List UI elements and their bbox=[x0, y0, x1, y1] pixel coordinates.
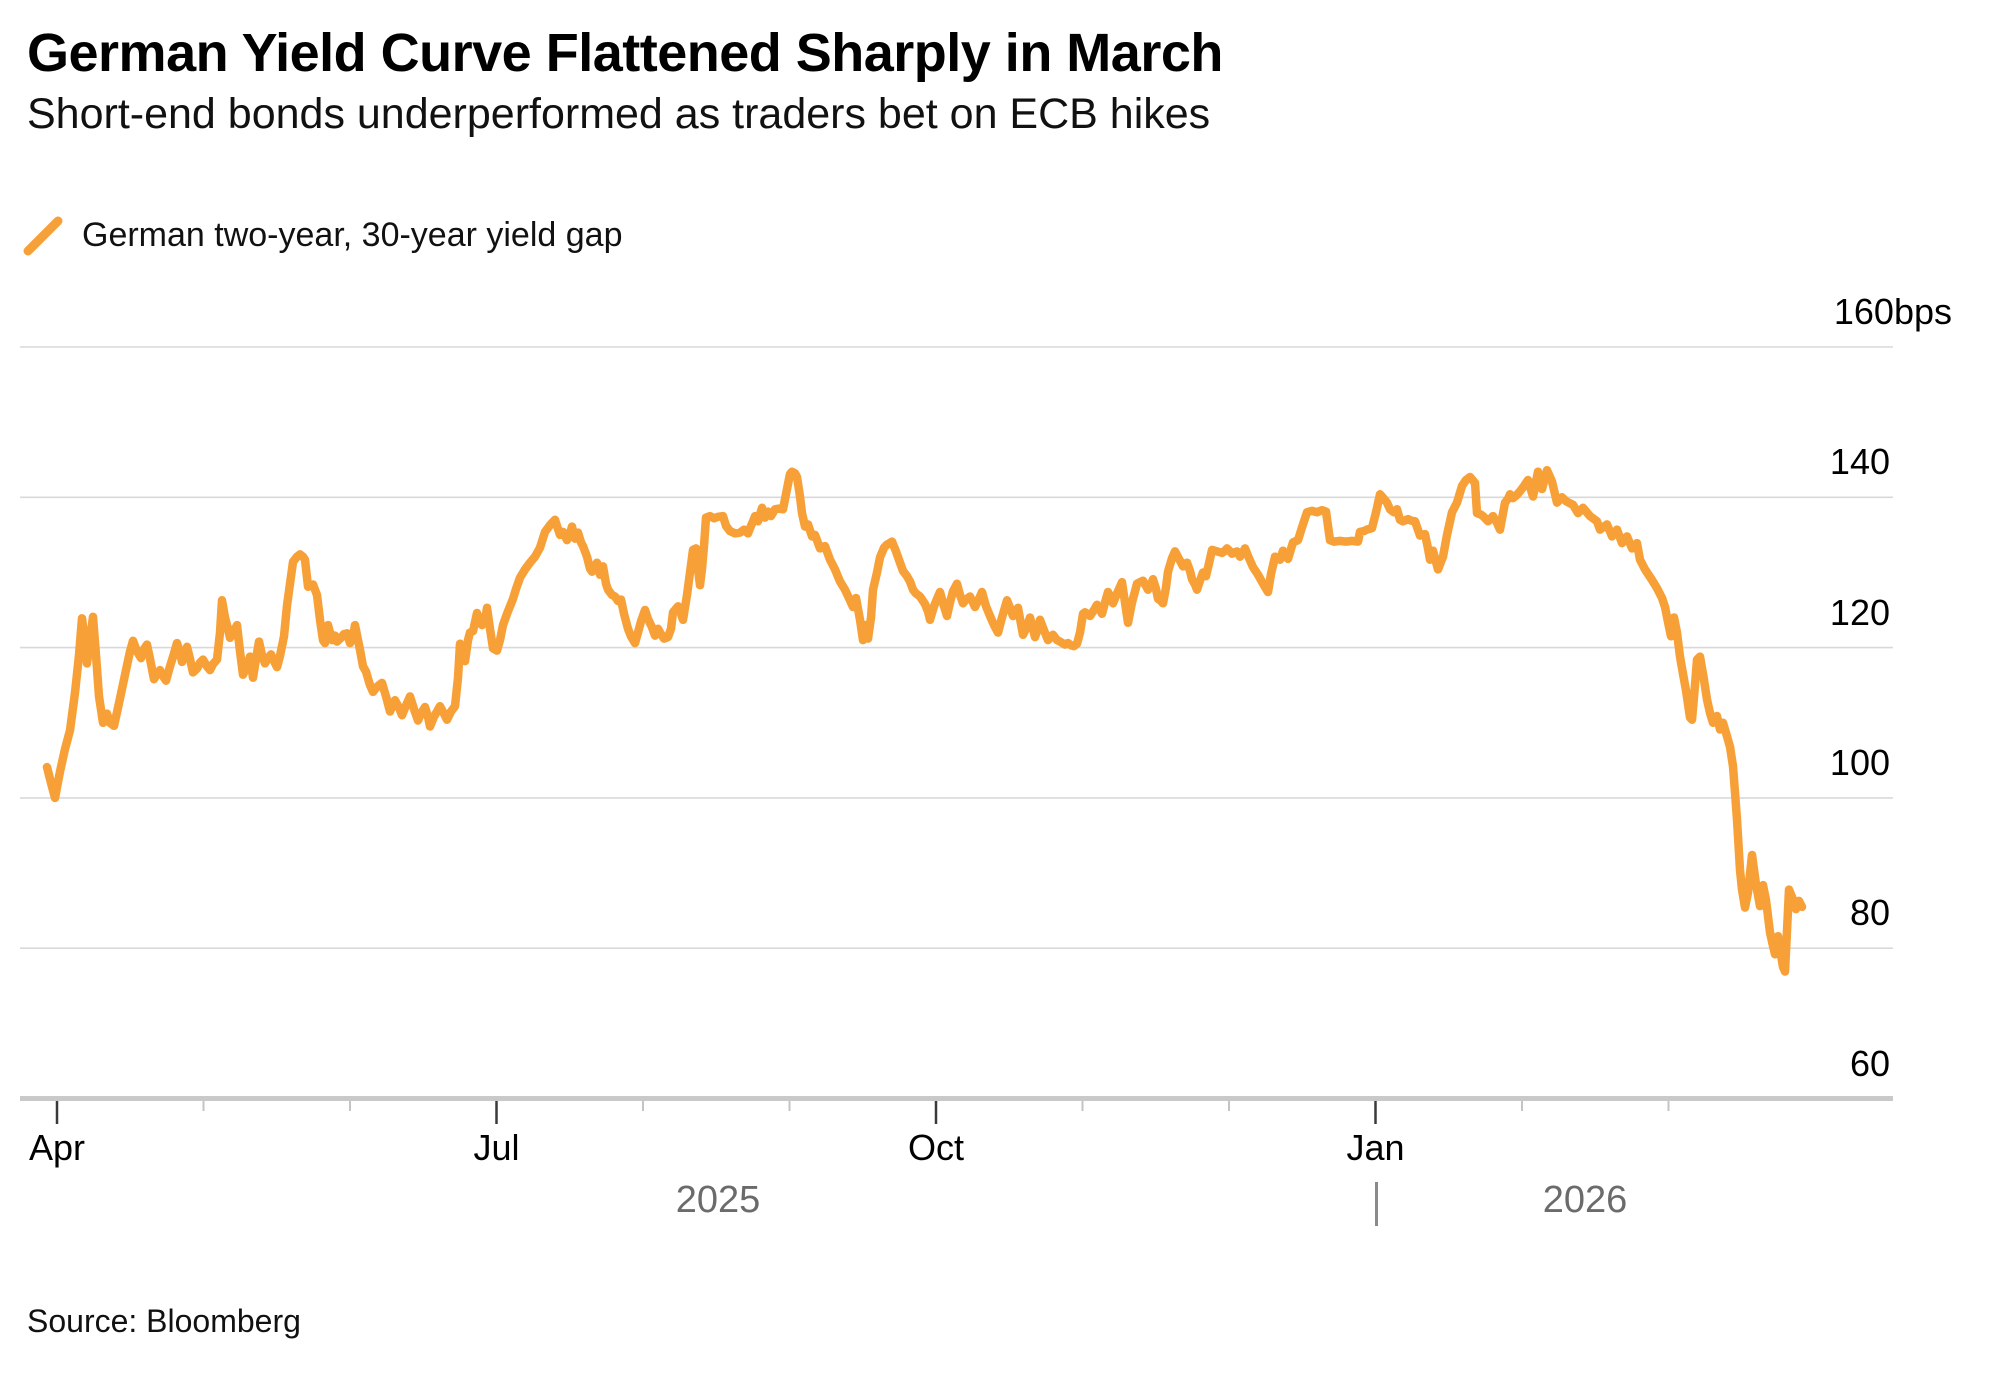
y-axis-label: 160bps bbox=[1833, 291, 1952, 332]
x-axis-label-oct: Oct bbox=[907, 1127, 964, 1168]
year-separator bbox=[1374, 1182, 1378, 1226]
x-axis-label-jul: Jul bbox=[473, 1127, 520, 1168]
y-axis-label: 60 bbox=[1849, 1042, 1890, 1084]
year-label-2026: 2026 bbox=[1542, 1179, 1628, 1221]
year-label-2025: 2025 bbox=[675, 1179, 761, 1221]
series-line[interactable] bbox=[42, 465, 1807, 976]
chart-title: German Yield Curve Flattened Sharply in … bbox=[27, 23, 1223, 83]
legend: German two-year, 30-year yield gap bbox=[21, 210, 622, 260]
y-axis-label: 100 bbox=[1829, 741, 1890, 783]
y-axis-label: 140 bbox=[1829, 441, 1890, 483]
x-axis-label-jan: Jan bbox=[1346, 1127, 1405, 1168]
y-axis-label: 120 bbox=[1829, 591, 1890, 633]
source-text: Source: Bloomberg bbox=[27, 1303, 301, 1339]
chart-subtitle: Short-end bonds underperformed as trader… bbox=[27, 90, 1211, 138]
legend-label: German two-year, 30-year yield gap bbox=[82, 215, 623, 254]
x-axis-line bbox=[20, 1096, 1893, 1101]
x-axis-label-apr: Apr bbox=[28, 1127, 86, 1168]
legend-line-marker-icon bbox=[23, 216, 63, 256]
y-axis-label: 80 bbox=[1849, 892, 1890, 934]
